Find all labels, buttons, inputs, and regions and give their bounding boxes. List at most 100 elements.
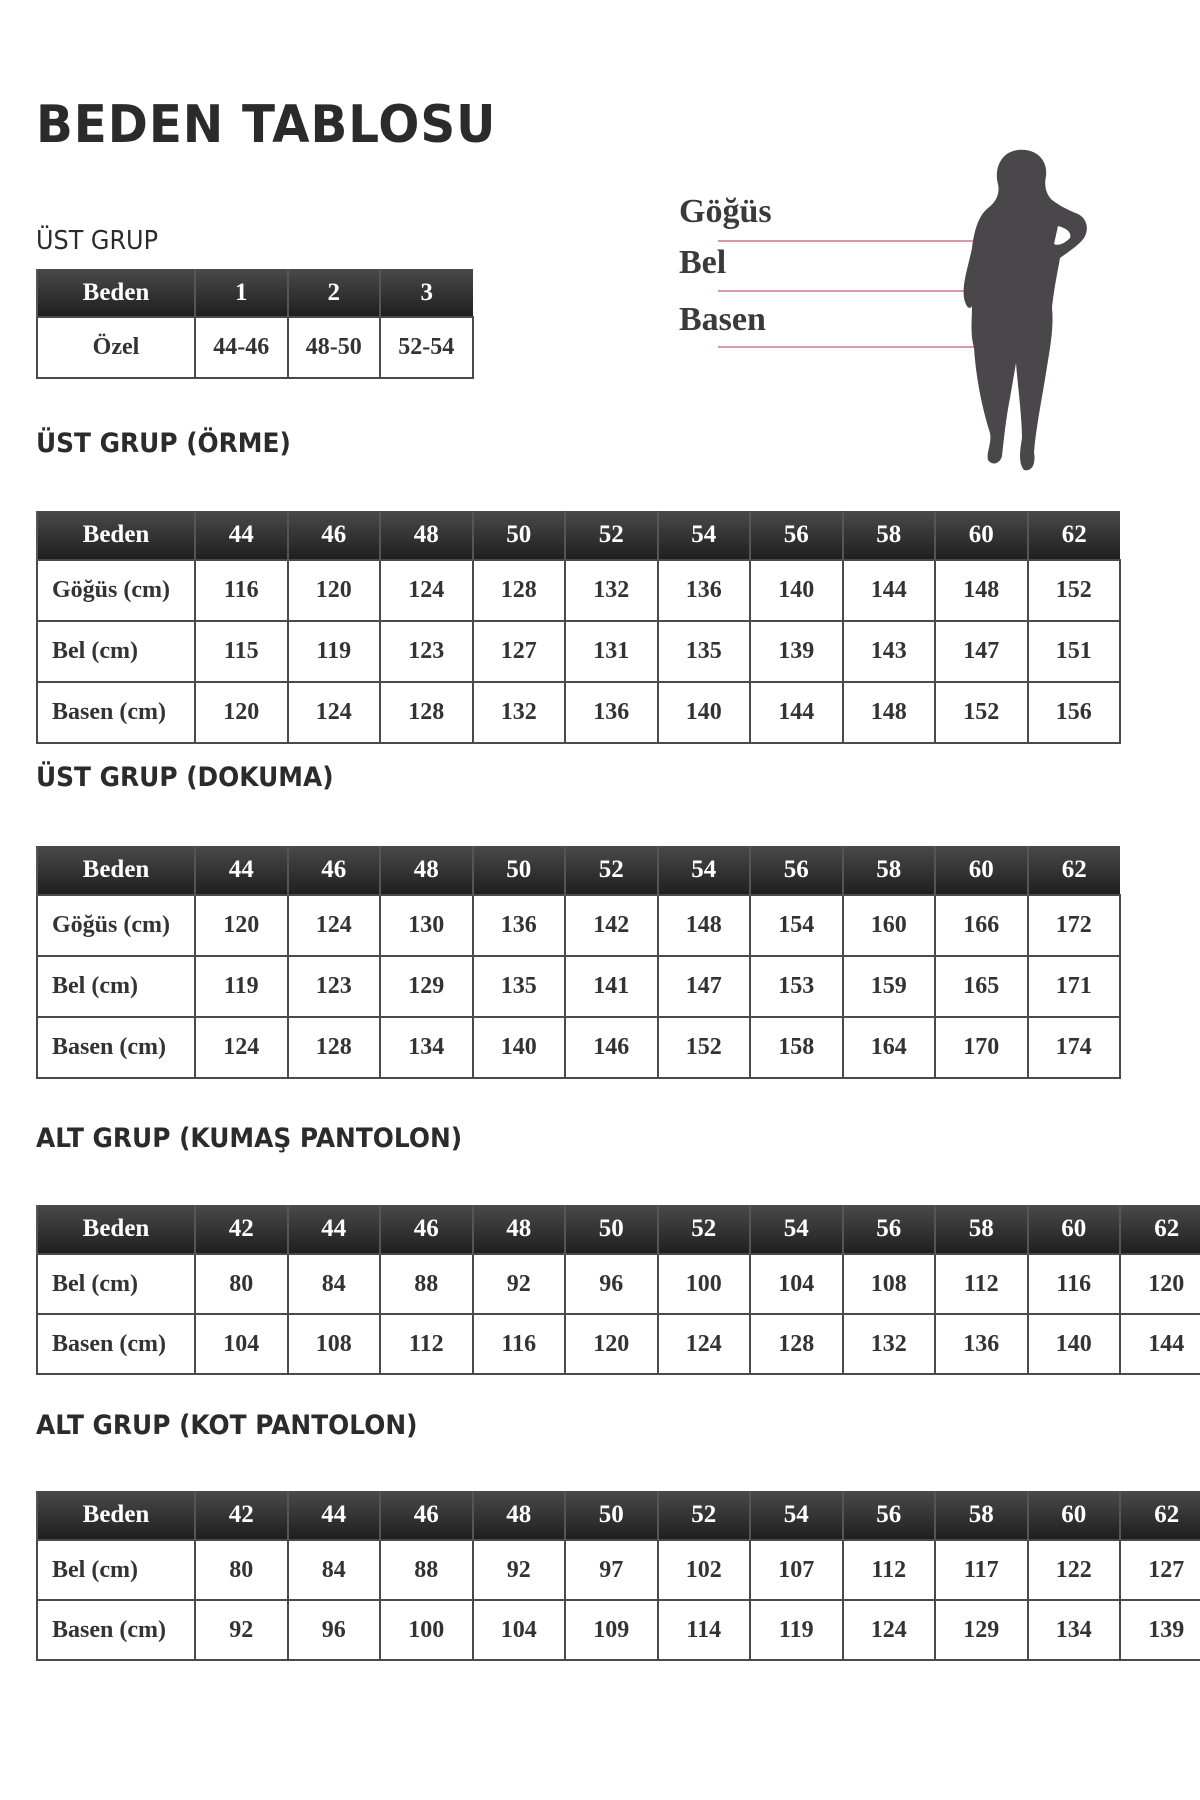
measurement-cell: 132	[471, 681, 566, 744]
measurement-cell: 148	[841, 681, 936, 744]
header-size: 44	[194, 511, 288, 560]
measurement-cell: 136	[656, 559, 751, 622]
header-size: 46	[379, 1205, 473, 1254]
label-basen: Basen	[679, 301, 766, 338]
measurement-cell: 128	[749, 1313, 844, 1375]
header-size: 44	[286, 1205, 380, 1254]
row-label: Basen (cm)	[36, 1599, 196, 1661]
measurement-cell: 114	[656, 1599, 751, 1661]
measurement-cell: 140	[1026, 1313, 1121, 1375]
header-size: 62	[1026, 511, 1120, 560]
measurement-cell: 132	[841, 1313, 936, 1375]
header-size: 54	[656, 846, 750, 895]
header-size: 52	[564, 846, 658, 895]
measurement-cell: 124	[841, 1599, 936, 1661]
measurement-cell: 140	[749, 559, 844, 622]
header-size: 44	[286, 1491, 380, 1540]
measurement-cell: 148	[934, 559, 1029, 622]
measurement-cell: 116	[1026, 1253, 1121, 1315]
row-label: Basen (cm)	[36, 1016, 196, 1079]
measurement-cell: 80	[194, 1253, 289, 1315]
row-label: Basen (cm)	[36, 1313, 196, 1375]
measurement-cell: 102	[656, 1539, 751, 1601]
measurement-cell: 151	[1026, 620, 1121, 683]
header-size: 48	[471, 1491, 565, 1540]
measurement-cell: 120	[194, 894, 289, 957]
measurement-cell: 123	[286, 955, 381, 1018]
female-body-silhouette-icon	[963, 149, 1087, 471]
measurement-cell: 148	[656, 894, 751, 957]
header-size: 58	[934, 1205, 1028, 1254]
measurement-cell: 160	[841, 894, 936, 957]
table-header-row: Beden 42 44 46 48 50 52 54 56 58 60 62	[36, 1205, 1200, 1254]
header-beden: Beden	[36, 511, 195, 560]
measurement-cell: 116	[471, 1313, 566, 1375]
header-size: 3	[379, 269, 473, 317]
measurement-cell: 48-50	[286, 316, 381, 379]
measurement-cell: 119	[286, 620, 381, 683]
measurement-cell: 52-54	[379, 316, 474, 379]
measurement-cell: 88	[379, 1539, 474, 1601]
measurement-cell: 124	[656, 1313, 751, 1375]
basen-line	[718, 346, 1008, 348]
measurement-cell: 119	[749, 1599, 844, 1661]
measurement-cell: 92	[471, 1253, 566, 1315]
measurement-cell: 127	[1119, 1539, 1200, 1601]
measurement-cell: 128	[471, 559, 566, 622]
header-beden: Beden	[36, 846, 195, 895]
measurement-cell: 132	[564, 559, 659, 622]
measurement-cell: 104	[471, 1599, 566, 1661]
measurement-cell: 92	[471, 1539, 566, 1601]
measurement-cell: 112	[934, 1253, 1029, 1315]
section-heading: ALT GRUP (KOT PANTOLON)	[36, 1410, 418, 1441]
measurement-cell: 147	[934, 620, 1029, 683]
label-bel: Bel	[679, 244, 727, 281]
header-size: 62	[1119, 1491, 1200, 1540]
header-size: 62	[1026, 846, 1120, 895]
header-size: 56	[749, 846, 843, 895]
measurement-cell: 153	[749, 955, 844, 1018]
row-label: Göğüs (cm)	[36, 559, 196, 622]
measurement-cell: 129	[379, 955, 474, 1018]
row-label: Bel (cm)	[36, 1539, 196, 1601]
measurement-cell: 84	[286, 1539, 381, 1601]
header-size: 48	[379, 846, 473, 895]
header-size: 54	[749, 1205, 843, 1254]
measurement-cell: 124	[194, 1016, 289, 1079]
measurement-cell: 136	[934, 1313, 1029, 1375]
header-size: 54	[749, 1491, 843, 1540]
measurement-cell: 139	[1119, 1599, 1200, 1661]
measurement-cell: 140	[656, 681, 751, 744]
header-size: 50	[564, 1491, 658, 1540]
table-row: Göğüs (cm) 116 120 124 128 132 136 140 144 148 152	[36, 559, 1121, 622]
measurement-cell: 120	[564, 1313, 659, 1375]
measurement-cell: 127	[471, 620, 566, 683]
header-size: 46	[286, 846, 380, 895]
header-size: 54	[656, 511, 750, 560]
section-heading: ÜST GRUP (DOKUMA)	[36, 762, 334, 793]
table-row: Bel (cm) 115 119 123 127 131 135 139 143 147 151	[36, 620, 1121, 683]
label-gogus: Göğüs	[679, 193, 772, 230]
row-label: Göğüs (cm)	[36, 894, 196, 957]
bel-line	[718, 290, 1008, 292]
measurement-cell: 117	[934, 1539, 1029, 1601]
measurement-cell: 172	[1026, 894, 1121, 957]
measurement-cell: 131	[564, 620, 659, 683]
measurement-cell: 156	[1026, 681, 1121, 744]
header-size: 44	[194, 846, 288, 895]
measurement-cell: 170	[934, 1016, 1029, 1079]
header-size: 50	[471, 846, 565, 895]
row-label: Basen (cm)	[36, 681, 196, 744]
measurement-cell: 96	[286, 1599, 381, 1661]
size-table: Beden 44 46 48 50 52 54 56 58 60 62 Göğüs (cm) 120 12…	[36, 846, 1121, 1079]
measurement-cell: 123	[379, 620, 474, 683]
measurement-cell: 143	[841, 620, 936, 683]
measurement-cell: 120	[1119, 1253, 1200, 1315]
row-label: Özel	[36, 316, 196, 379]
measurement-cell: 142	[564, 894, 659, 957]
measurement-cell: 129	[934, 1599, 1029, 1661]
measurement-cell: 119	[194, 955, 289, 1018]
header-size: 56	[841, 1205, 935, 1254]
measurement-cell: 124	[286, 894, 381, 957]
header-size: 46	[379, 1491, 473, 1540]
